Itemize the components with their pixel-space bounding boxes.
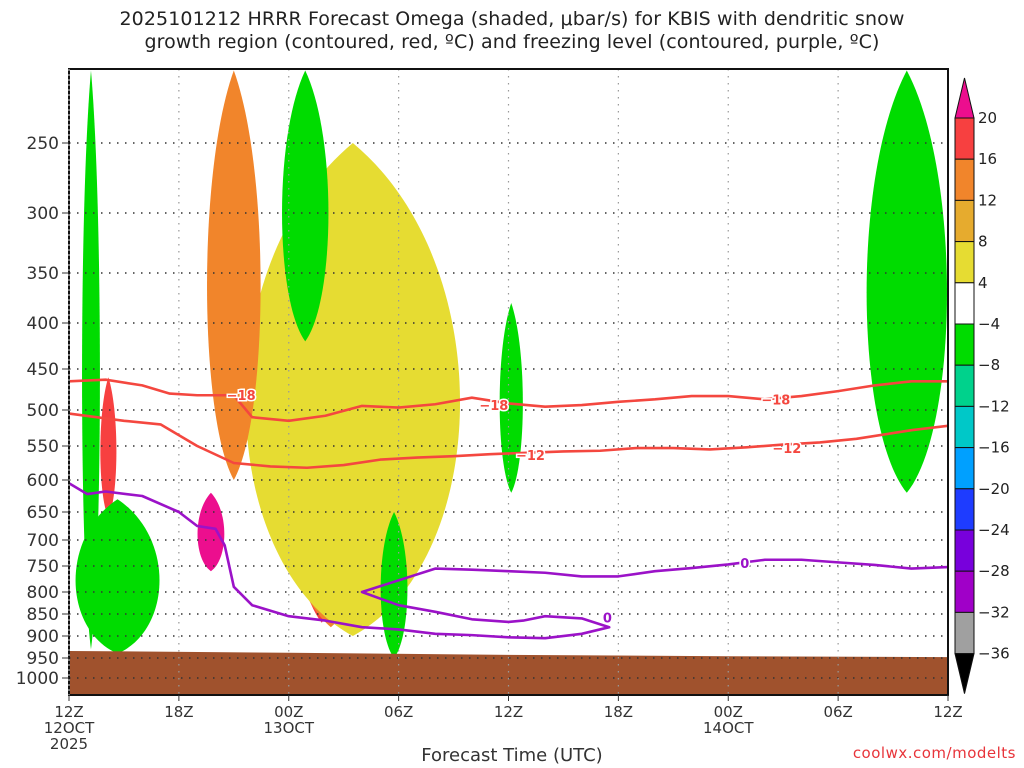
colorbar-tick-label: 12 (978, 191, 997, 209)
y-tick-label: 250 (27, 134, 59, 154)
shaded-region-downward-green-left-upper (82, 70, 100, 650)
colorbar-max-arrow (954, 77, 975, 119)
shaded-region-upward-core-21z (197, 492, 225, 572)
colorbar-bin (954, 529, 975, 572)
y-tick-label: 600 (27, 471, 59, 491)
contour-label: −12 (772, 442, 801, 457)
colorbar-bin (954, 117, 975, 160)
x-tick-label: 00Z (714, 703, 743, 721)
chart-title: 2025101212 HRRR Forecast Omega (shaded, … (0, 8, 1024, 54)
axes: 2503003504004505005506006507007508008509… (16, 68, 963, 753)
y-tick-label: 550 (27, 437, 59, 457)
contour-lines: −18 −18 −18 −12 −12 0 0 (69, 378, 948, 640)
colorbar-bin (954, 323, 975, 366)
y-tick-label: 900 (27, 627, 59, 647)
colorbar-tick-label: −24 (978, 521, 1010, 539)
colorbar-bin (954, 158, 975, 201)
y-tick-label: 300 (27, 204, 59, 224)
colorbar-tick-label: −12 (978, 397, 1010, 415)
colorbar-bin (954, 488, 975, 531)
x-axis-label: Forecast Time (UTC) (421, 745, 603, 766)
y-tick-label: 800 (27, 583, 59, 603)
shaded-region-downward-green-12z (499, 303, 523, 493)
chart-title-line-1: 2025101212 HRRR Forecast Omega (shaded, … (119, 8, 905, 30)
y-tick-label: 700 (27, 531, 59, 551)
x-tick-label: 12OCT (44, 719, 95, 737)
colorbar-tick-label: −16 (978, 439, 1010, 457)
colorbar-bin (954, 447, 975, 490)
contour-label: −18 (761, 393, 790, 408)
colorbar-bin (954, 364, 975, 407)
colorbar-bin (954, 570, 975, 613)
colorbar-bin (954, 405, 975, 449)
x-tick-label: 12Z (54, 703, 83, 721)
colorbar-tick-label: 20 (978, 109, 997, 127)
colorbar-tick-label: −20 (978, 480, 1010, 498)
y-tick-label: 850 (27, 605, 59, 625)
contour-label: −12 (516, 449, 545, 464)
terrain-underground (69, 650, 948, 695)
colorbar-bin (954, 611, 975, 655)
source-credit: coolwx.com/modelts (852, 744, 1016, 762)
colorbar: 20 16 12 8 4 −4 −8 −12 −16 −20 −24 −28 −32 −36 (954, 77, 1010, 694)
colorbar-tick-label: −32 (978, 603, 1010, 621)
colorbar-tick-label: 4 (978, 274, 988, 292)
y-tick-label: 750 (27, 557, 59, 577)
x-tick-label: 2025 (50, 735, 88, 753)
colorbar-tick-label: −8 (978, 356, 1000, 374)
colorbar-tick-label: −28 (978, 562, 1010, 580)
y-tick-label: 650 (27, 503, 59, 523)
colorbar-min-arrow (954, 653, 975, 694)
y-tick-label: 400 (27, 314, 59, 334)
shaded-region-upward-core-15z (100, 377, 117, 518)
y-tick-label: 500 (27, 401, 59, 421)
plot-area (69, 70, 948, 695)
shaded-region-upward-band-21z-upper (207, 70, 261, 480)
x-tick-label: 14OCT (703, 719, 754, 737)
colorbar-tick-label: 8 (978, 233, 988, 251)
y-tick-label: 950 (27, 649, 59, 669)
y-tick-label: 350 (27, 264, 59, 284)
chart-title-line-2: growth region (contoured, red, ºC) and f… (144, 31, 880, 53)
colorbar-bin (954, 282, 975, 325)
x-tick-label: 06Z (384, 703, 413, 721)
contour-label: 0 (603, 612, 612, 627)
x-tick-label: 12Z (933, 703, 962, 721)
x-tick-label: 12Z (494, 703, 523, 721)
y-tick-label: 450 (27, 360, 59, 380)
colorbar-bin (954, 241, 975, 284)
colorbar-tick-label: −36 (978, 645, 1010, 663)
y-tick-label: 1000 (16, 669, 59, 689)
contour-freezing-level-0 (69, 481, 948, 640)
x-tick-label: 00Z (274, 703, 303, 721)
colorbar-tick-label: −4 (978, 315, 1000, 333)
contour-dgz-minus18 (69, 378, 948, 423)
colorbar-bin (954, 199, 975, 243)
shaded-region-upward-yellow-00z (245, 143, 461, 636)
shaded-omega (69, 70, 948, 695)
x-tick-label: 06Z (823, 703, 852, 721)
x-tick-label: 18Z (604, 703, 633, 721)
x-tick-label: 18Z (164, 703, 193, 721)
contour-label: −18 (479, 399, 508, 414)
colorbar-tick-label: 16 (978, 150, 997, 168)
x-tick-label: 13OCT (263, 719, 314, 737)
shaded-region-downward-green-right (866, 70, 947, 493)
contour-dgz-minus12 (69, 412, 948, 470)
contour-label: −18 (227, 389, 256, 404)
shaded-region-downward-green-03z-low (380, 512, 408, 658)
contour-label: 0 (740, 557, 749, 572)
